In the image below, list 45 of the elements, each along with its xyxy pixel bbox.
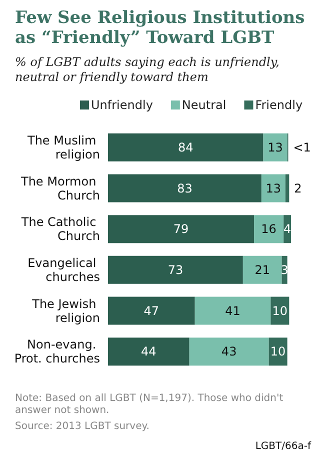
data-label: 2 bbox=[294, 181, 302, 196]
bar bbox=[194, 296, 271, 325]
bar bbox=[254, 215, 284, 244]
data-label: 43 bbox=[221, 344, 237, 359]
y-tick-label: The Muslim religion bbox=[26, 133, 100, 162]
chart-subtitle: % of LGBT adults saying each is unfriendly, neutral or friendly toward them bbox=[15, 55, 280, 85]
bar bbox=[242, 256, 282, 284]
data-label: 10 bbox=[272, 304, 288, 318]
data-label: <1 bbox=[293, 140, 311, 154]
bar bbox=[285, 174, 290, 202]
y-tick-label: Evangelical churches bbox=[28, 256, 100, 284]
y-tick-label: Non-evang. Prot. churches bbox=[14, 338, 100, 366]
source-note: Source: 2013 LGBT survey. bbox=[15, 421, 150, 433]
bar bbox=[263, 133, 288, 162]
bar bbox=[189, 338, 269, 366]
bar bbox=[108, 296, 195, 325]
text: Note: Based on all LGBT (N=1,197). Those who didn't answer not shown. bbox=[15, 393, 284, 417]
data-label: 73 bbox=[168, 262, 184, 277]
data-label: 84 bbox=[178, 140, 194, 154]
legend-label: Neutral bbox=[182, 98, 226, 112]
bar bbox=[108, 256, 243, 284]
data-label: 3 bbox=[280, 262, 288, 277]
data-label: 47 bbox=[144, 304, 160, 318]
bar bbox=[261, 174, 286, 202]
data-label: 41 bbox=[225, 304, 240, 318]
y-tick-label: The Catholic Church bbox=[20, 215, 100, 244]
y-tick-label: The Jewish religion bbox=[31, 296, 100, 325]
data-label: 4 bbox=[283, 222, 292, 236]
data-label: 13 bbox=[266, 181, 282, 196]
chart-title: Few See Religious Institutions as “Friendly” Toward LGBT bbox=[15, 8, 306, 48]
data-label: 16 bbox=[261, 222, 276, 236]
data-label: 83 bbox=[177, 181, 192, 196]
legend-label: Unfriendly bbox=[91, 98, 153, 112]
bar bbox=[108, 133, 264, 162]
bar bbox=[108, 338, 190, 366]
data-label: 79 bbox=[173, 222, 189, 236]
text: LGBT/66a-f bbox=[255, 441, 311, 453]
legend-label: Friendly bbox=[255, 98, 303, 112]
bar bbox=[108, 215, 254, 244]
data-label: 44 bbox=[141, 344, 156, 359]
data-label: 21 bbox=[254, 262, 270, 277]
data-label: 13 bbox=[268, 140, 283, 154]
y-tick-label: The Mormon Church bbox=[20, 174, 100, 202]
data-label: 10 bbox=[270, 344, 286, 359]
bar bbox=[108, 174, 262, 202]
